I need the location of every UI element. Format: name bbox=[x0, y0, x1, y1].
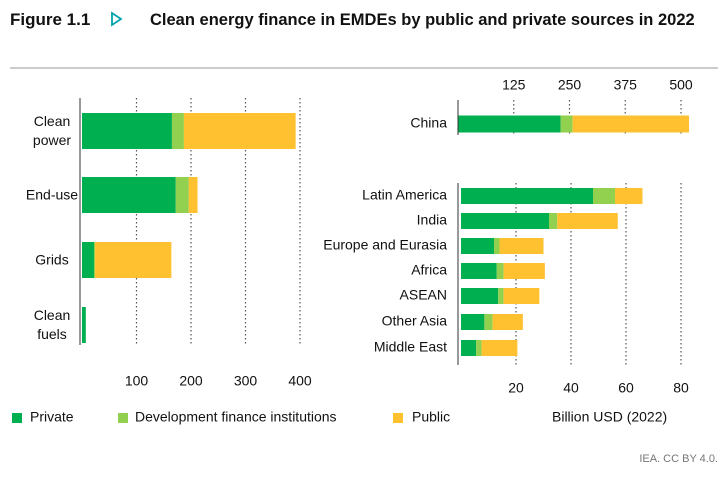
y-tick-label: ASEAN bbox=[400, 287, 447, 303]
bar-segment bbox=[503, 288, 540, 304]
x-tick-label: 250 bbox=[558, 77, 582, 93]
x-tick-label: 100 bbox=[125, 373, 149, 389]
bar-segment bbox=[484, 314, 493, 330]
y-tick-label: Middle East bbox=[374, 339, 447, 355]
y-tick-label: Other Asia bbox=[382, 313, 448, 329]
legend-swatch bbox=[12, 413, 22, 423]
x-tick-label: 375 bbox=[614, 77, 638, 93]
bar-segment bbox=[492, 314, 523, 330]
y-tick-label: India bbox=[417, 212, 448, 228]
legend-label: Private bbox=[30, 409, 74, 425]
legend-label: Public bbox=[412, 409, 450, 425]
bar-segment bbox=[93, 242, 96, 278]
y-tick-label: Africa bbox=[411, 262, 447, 278]
bar-segment bbox=[615, 188, 643, 204]
bar-segment bbox=[461, 263, 497, 279]
bar-segment bbox=[461, 213, 549, 229]
y-tick-label: China bbox=[410, 115, 447, 131]
y-tick-label: Grids bbox=[35, 251, 69, 268]
bar-segment bbox=[82, 177, 176, 213]
bar-segment bbox=[461, 188, 593, 204]
bar-segment bbox=[188, 177, 198, 213]
figure-arrow-icon bbox=[111, 11, 123, 27]
figure-label: Figure 1.1 bbox=[10, 10, 91, 29]
bar-segment bbox=[572, 115, 690, 133]
bar-segment bbox=[461, 314, 485, 330]
y-tick-label: Latin America bbox=[362, 187, 447, 203]
x-tick-label: 20 bbox=[508, 380, 524, 396]
bar-segment bbox=[183, 113, 296, 149]
source: IEA. CC BY 4.0. bbox=[639, 453, 718, 465]
x-tick-label: 200 bbox=[179, 373, 203, 389]
x-tick-label: 40 bbox=[563, 380, 579, 396]
bar-segment bbox=[461, 288, 499, 304]
bar-segment bbox=[503, 263, 545, 279]
bar-segment bbox=[171, 113, 184, 149]
y-tick-label: Europe and Eurasia bbox=[323, 237, 447, 253]
bar-segment bbox=[82, 307, 86, 343]
x-tick-label: 500 bbox=[669, 77, 693, 93]
bar-segment bbox=[494, 238, 500, 254]
legend-label: Development finance institutions bbox=[135, 409, 337, 425]
bar-segment bbox=[95, 242, 172, 278]
y-tick-label: Clean fuels bbox=[33, 307, 71, 342]
unit-label: Billion USD (2022) bbox=[552, 409, 667, 425]
bar-segment bbox=[496, 263, 504, 279]
x-tick-label: 125 bbox=[502, 77, 526, 93]
bar-segment bbox=[557, 213, 618, 229]
x-tick-label: 300 bbox=[234, 373, 258, 389]
bar-segment bbox=[461, 340, 477, 356]
bar-segment bbox=[175, 177, 189, 213]
bar-segment bbox=[549, 213, 558, 229]
bar-segment bbox=[499, 238, 544, 254]
bar-segment bbox=[461, 238, 494, 254]
x-tick-label: 80 bbox=[673, 380, 689, 396]
x-tick-label: 400 bbox=[288, 373, 312, 389]
bar-segment bbox=[82, 242, 94, 278]
bar-segment bbox=[82, 113, 172, 149]
bar-segment bbox=[593, 188, 615, 204]
x-tick-label: 60 bbox=[618, 380, 634, 396]
bar-segment bbox=[560, 115, 573, 133]
legend-swatch bbox=[393, 413, 403, 423]
bar-segment bbox=[498, 288, 504, 304]
y-tick-label: Clean power bbox=[32, 113, 72, 148]
bar-segment bbox=[476, 340, 482, 356]
y-tick-label: End-use bbox=[25, 186, 79, 203]
bar-segment bbox=[458, 115, 561, 133]
bar-segment bbox=[481, 340, 518, 356]
chart-title: Clean energy finance in EMDEs by public … bbox=[150, 11, 695, 29]
legend-swatch bbox=[118, 413, 128, 423]
